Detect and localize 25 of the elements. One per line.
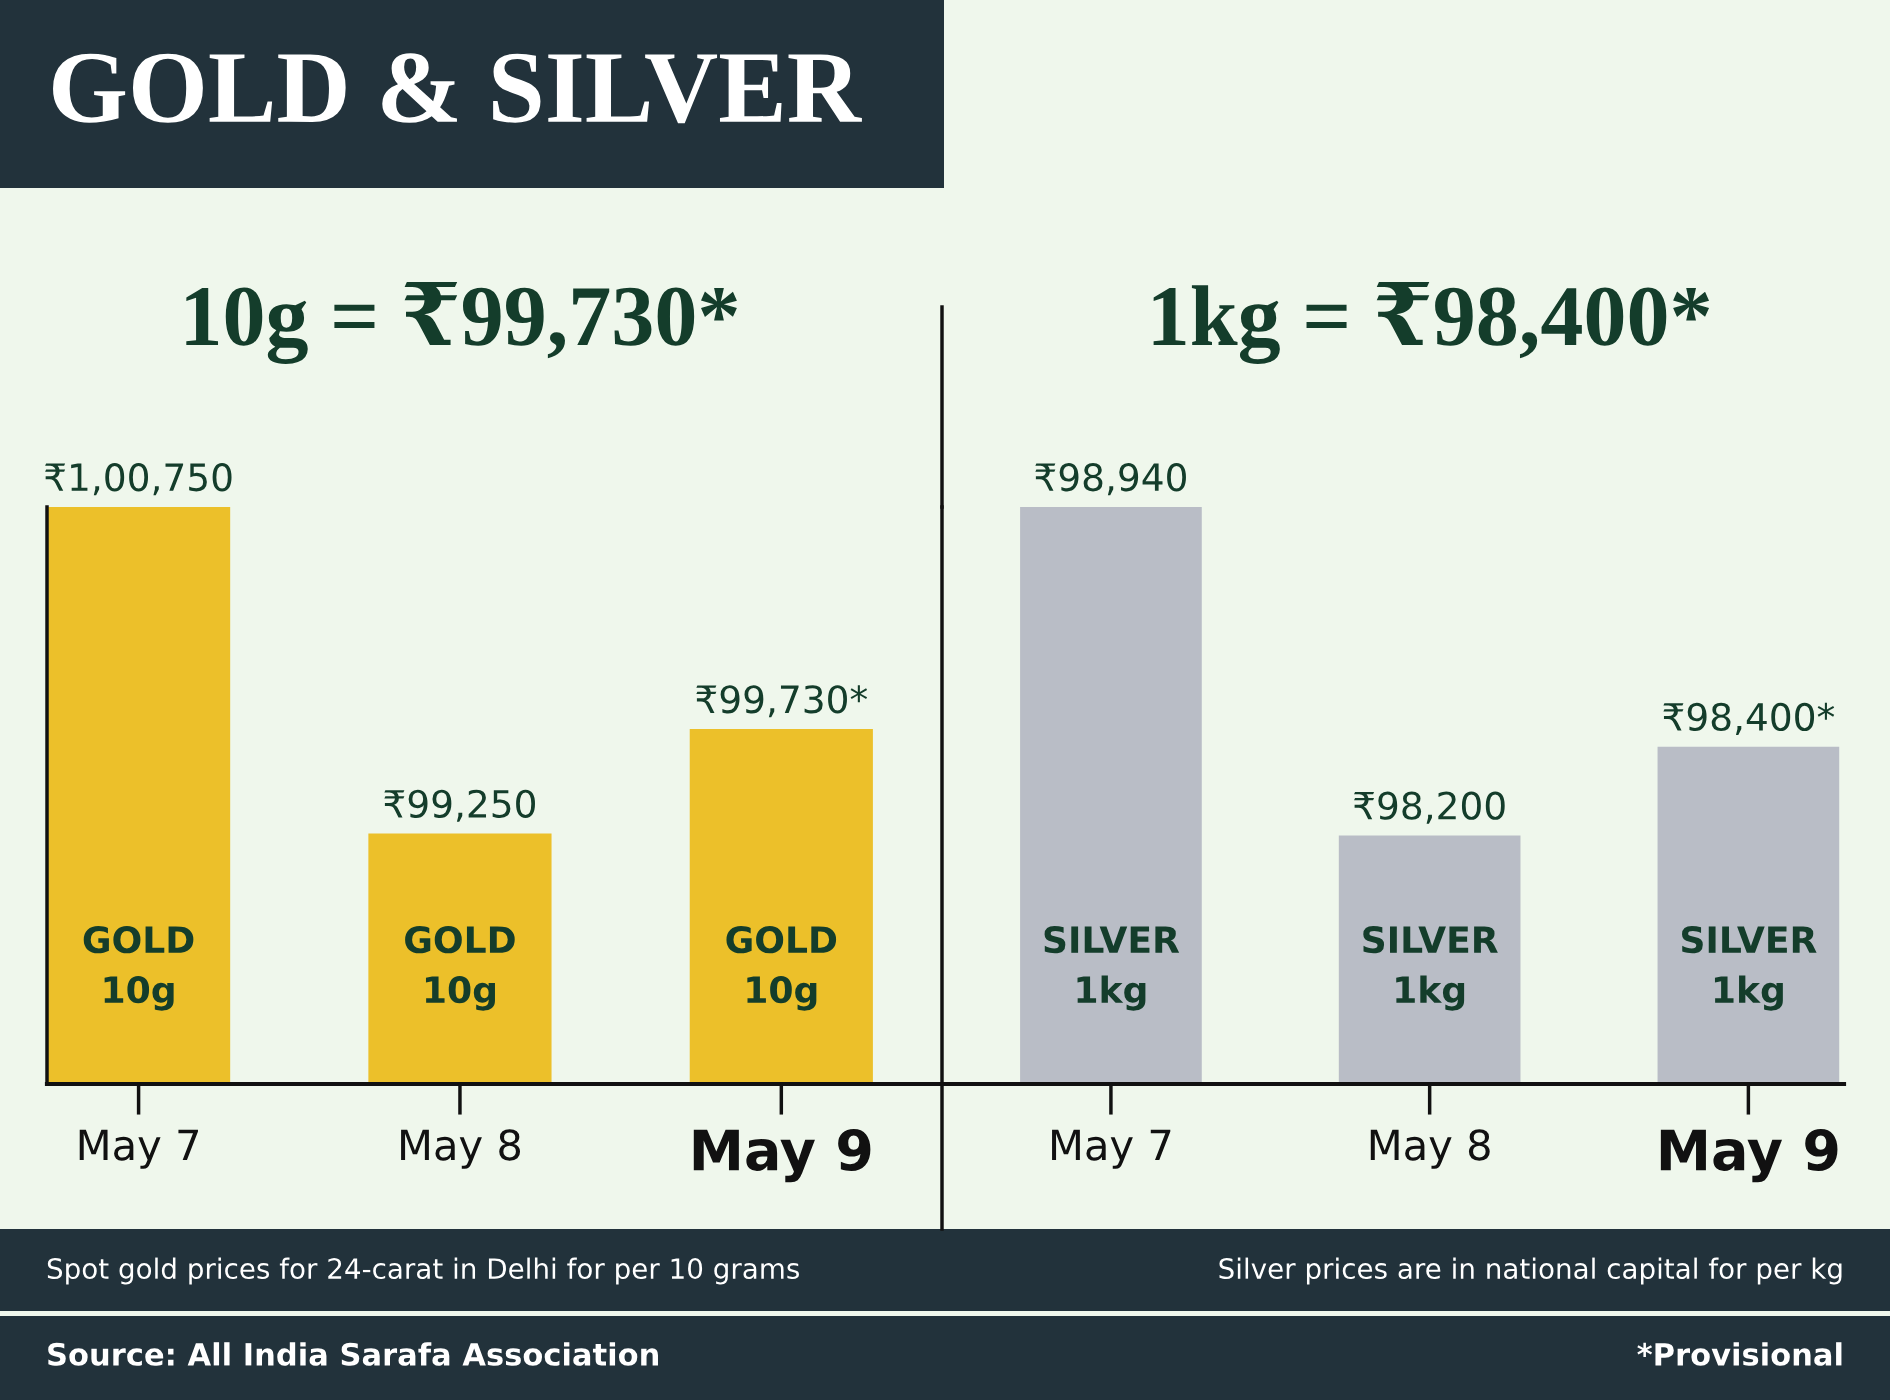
x-tick-label: May 8 — [1370, 1129, 1490, 1169]
text: Silver prices are in national capital for per kg — [1219, 1257, 1842, 1285]
annotation: GOLD 10g — [726, 926, 837, 1011]
data-label: ₹98,940 — [1035, 463, 1186, 496]
annotation: SILVER 1kg — [1682, 926, 1817, 1011]
annotation: GOLD 10g — [405, 926, 515, 1011]
x-tick-label: May 7 — [1052, 1129, 1171, 1169]
annotation: SILVER 1kg — [1044, 926, 1180, 1011]
chart-title: GOLD & SILVER — [53, 53, 862, 124]
source-note: Source: All India Sarafa Association — [48, 1342, 658, 1366]
x-tick-label: May 8 — [401, 1129, 521, 1169]
annotation: SILVER 1kg — [1363, 926, 1498, 1011]
x-tick-label: May 9 — [1660, 1129, 1838, 1183]
x-tick-label: May 9 — [693, 1129, 871, 1183]
chart-subtitle: 10g = ₹99,730* — [186, 282, 737, 364]
chart-subtitle: 1kg = ₹98,400* — [1153, 282, 1710, 364]
annotation: GOLD 10g — [83, 926, 194, 1011]
data-label: ₹98,200 — [1354, 791, 1505, 824]
text: Spot gold prices for 24-carat in Delhi for per 10 grams — [47, 1257, 799, 1285]
x-tick-label: May 7 — [79, 1129, 198, 1169]
data-label: ₹99,250 — [384, 789, 535, 822]
data-label: ₹98,400* — [1663, 702, 1835, 735]
data-label: ₹99,730* — [696, 685, 868, 718]
data-label: ₹1,00,750 — [45, 463, 232, 496]
text: *Provisional — [1637, 1342, 1842, 1366]
